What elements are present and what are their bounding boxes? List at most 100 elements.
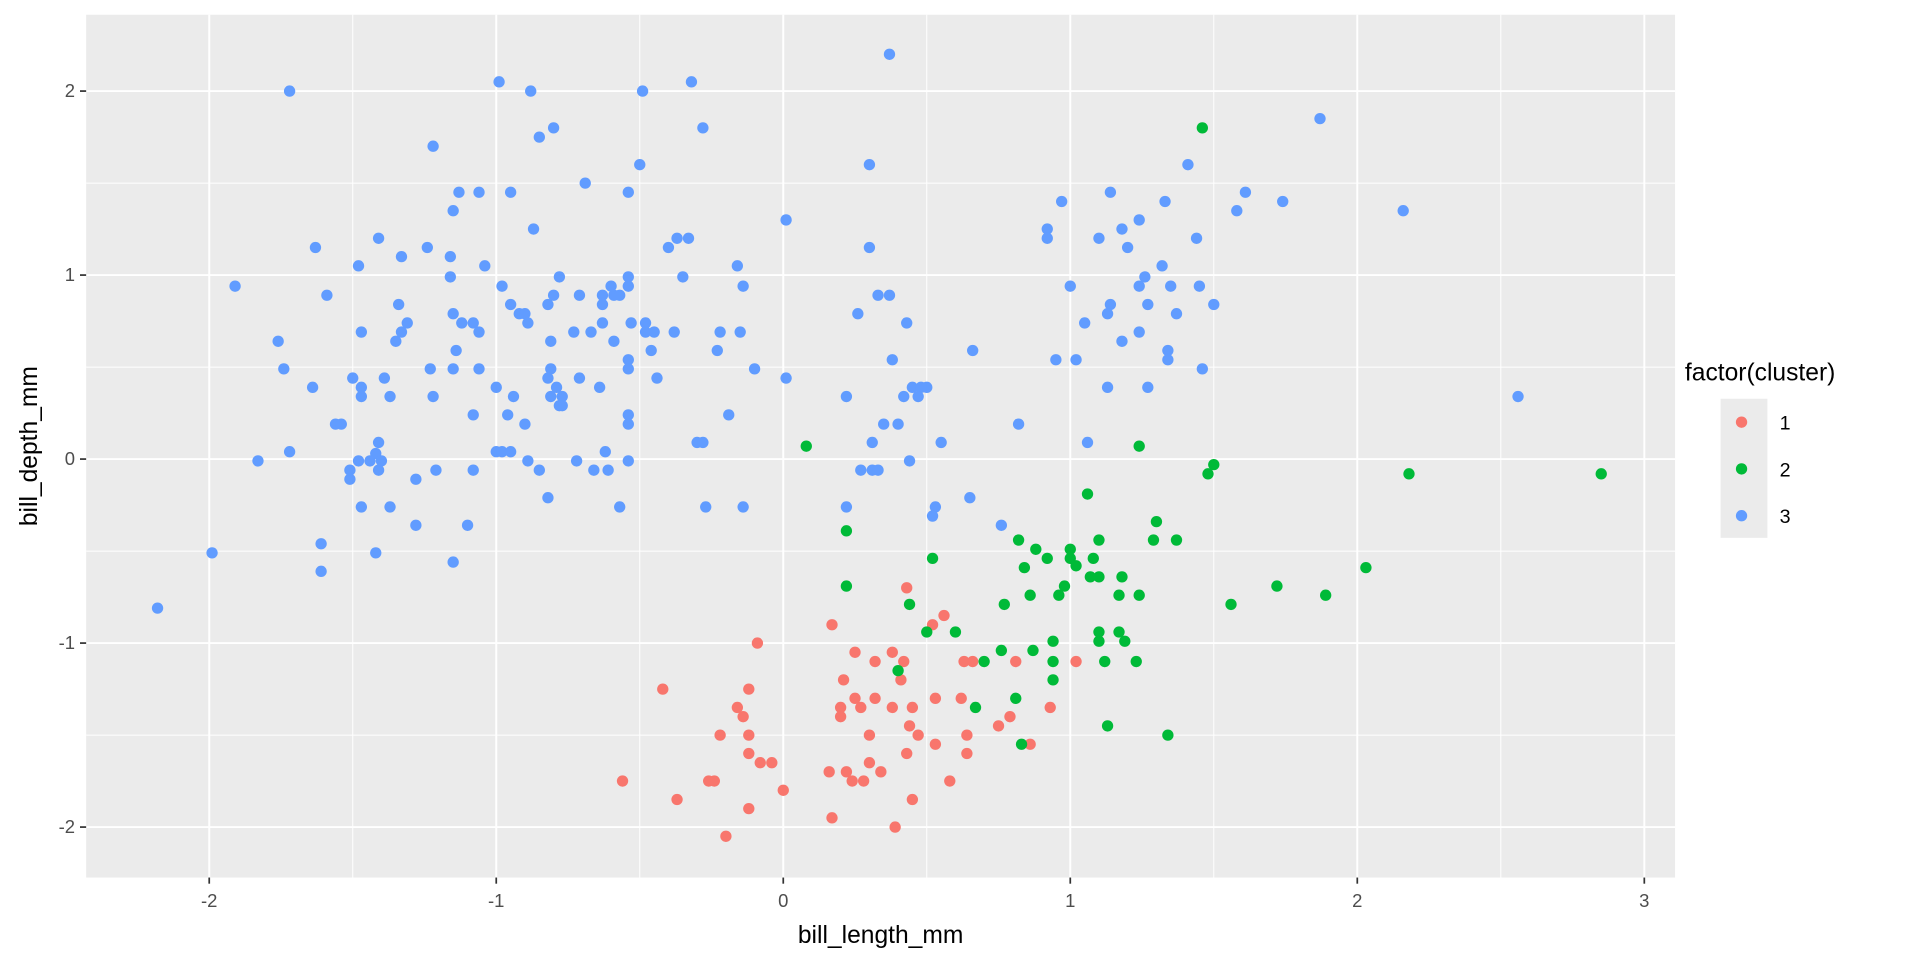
data-point-cluster-1: [875, 766, 887, 778]
data-point-cluster-3: [473, 363, 485, 375]
data-point-cluster-3: [453, 186, 465, 198]
data-point-cluster-3: [375, 455, 388, 467]
data-point-cluster-3: [1041, 232, 1053, 244]
data-point-cluster-3: [151, 602, 164, 614]
data-point-cluster-1: [743, 802, 755, 815]
data-point-cluster-2: [1047, 674, 1059, 686]
data-point-cluster-3: [467, 317, 479, 329]
data-point-cluster-1: [846, 775, 858, 787]
data-point-cluster-3: [682, 232, 695, 244]
data-point-cluster-1: [671, 793, 683, 806]
data-point-cluster-3: [390, 335, 402, 347]
plot-panel: [86, 14, 1676, 878]
data-point-cluster-3: [533, 464, 545, 476]
data-point-cluster-3: [1162, 354, 1174, 366]
data-point-cluster-3: [522, 317, 534, 329]
data-point-cluster-1: [869, 692, 881, 705]
data-point-cluster-3: [553, 400, 566, 412]
data-point-cluster-2: [1018, 561, 1031, 574]
data-point-cluster-3: [1142, 298, 1154, 311]
data-point-cluster-3: [479, 260, 491, 272]
data-points: [151, 48, 1607, 842]
data-point-cluster-3: [553, 271, 566, 283]
data-point-cluster-2: [1130, 655, 1142, 668]
data-point-cluster-3: [662, 241, 675, 254]
data-point-cluster-1: [703, 775, 715, 787]
data-point-cluster-1: [898, 655, 910, 668]
data-point-cluster-1: [826, 619, 838, 631]
data-point-cluster-3: [272, 335, 284, 347]
data-point-cluster-3: [1208, 298, 1220, 311]
data-point-cluster-1: [766, 757, 778, 769]
data-point-cluster-1: [903, 720, 916, 732]
data-point-cluster-1: [944, 775, 956, 787]
data-point-cluster-3: [852, 308, 864, 320]
data-point-cluster-2: [1208, 458, 1220, 471]
data-point-cluster-3: [355, 326, 368, 338]
data-point-cluster-3: [519, 418, 531, 430]
data-point-cluster-2: [1403, 468, 1415, 480]
data-point-cluster-1: [855, 701, 867, 714]
data-point-cluster-3: [668, 326, 680, 338]
data-point-cluster-1: [958, 655, 970, 668]
x-tick-label: 3: [1639, 890, 1649, 911]
data-point-cluster-3: [427, 140, 439, 152]
data-point-cluster-3: [1314, 112, 1326, 125]
data-point-cluster-2: [1093, 534, 1105, 546]
data-point-cluster-1: [731, 701, 744, 714]
data-point-cluster-3: [447, 363, 459, 375]
data-point-cluster-3: [685, 76, 698, 88]
data-point-cluster-3: [1116, 223, 1128, 235]
data-point-cluster-1: [1044, 701, 1056, 714]
data-point-cluster-3: [1193, 280, 1206, 292]
data-point-cluster-1: [929, 738, 942, 750]
data-point-cluster-2: [1015, 738, 1028, 750]
data-point-cluster-3: [502, 409, 514, 421]
data-point-cluster-1: [743, 747, 755, 760]
data-point-cluster-1: [863, 729, 876, 741]
legend-key-cluster-1: [1735, 416, 1748, 428]
data-point-cluster-3: [355, 390, 368, 403]
data-point-cluster-1: [743, 729, 755, 741]
data-point-cluster-3: [427, 390, 439, 403]
data-point-cluster-3: [912, 390, 924, 403]
data-point-cluster-3: [401, 317, 413, 329]
data-point-cluster-3: [344, 473, 356, 485]
data-point-cluster-3: [542, 298, 554, 311]
data-point-cluster-3: [903, 455, 916, 467]
data-point-cluster-3: [700, 501, 712, 513]
data-point-cluster-3: [714, 326, 726, 338]
data-point-cluster-3: [1093, 232, 1105, 244]
data-point-cluster-2: [1047, 655, 1059, 668]
data-point-cluster-3: [605, 280, 617, 292]
x-tick-label: 1: [1065, 890, 1075, 911]
data-point-cluster-3: [1050, 354, 1062, 366]
data-point-cluster-3: [315, 565, 327, 577]
data-point-cluster-3: [886, 354, 898, 366]
data-point-cluster-3: [711, 344, 723, 357]
data-point-cluster-3: [229, 280, 241, 292]
data-point-cluster-3: [1079, 317, 1091, 329]
data-point-cluster-2: [1147, 534, 1160, 546]
data-point-cluster-3: [355, 381, 368, 393]
data-point-cluster-3: [321, 289, 333, 301]
data-point-cluster-3: [315, 538, 327, 550]
data-point-cluster-1: [906, 701, 919, 714]
data-point-cluster-3: [456, 317, 468, 329]
data-point-cluster-3: [519, 308, 531, 320]
legend-label-cluster-2: 2: [1780, 459, 1791, 481]
data-point-cluster-3: [447, 556, 459, 568]
data-point-cluster-1: [938, 609, 950, 622]
data-point-cluster-3: [585, 326, 597, 338]
data-point-cluster-2: [1047, 635, 1059, 647]
data-point-cluster-3: [622, 418, 634, 430]
data-point-cluster-1: [834, 711, 847, 723]
data-point-cluster-3: [496, 280, 508, 292]
data-point-cluster-3: [596, 317, 609, 329]
data-point-cluster-2: [1101, 720, 1114, 732]
data-point-cluster-3: [206, 547, 218, 559]
y-tick-label: -1: [59, 632, 75, 653]
data-point-cluster-1: [720, 830, 732, 842]
data-point-cluster-3: [372, 436, 385, 449]
